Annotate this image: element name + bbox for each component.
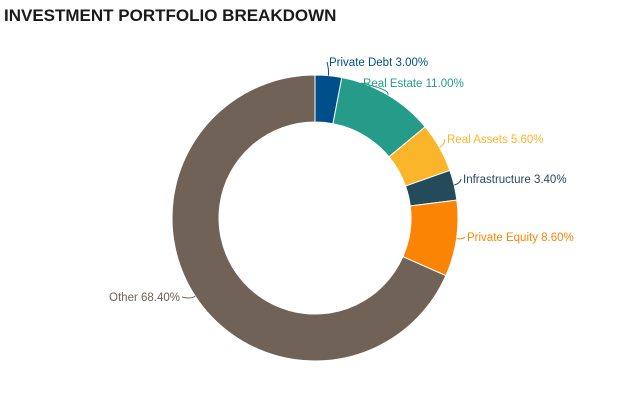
slice-other[interactable]	[171, 74, 447, 362]
chart-title: INVESTMENT PORTFOLIO BREAKDOWN	[4, 6, 337, 25]
leader-line-private-equity	[456, 236, 466, 240]
data-labels: Private Debt 3.00% Real Estate 11.00% Real…	[109, 57, 574, 304]
leader-line-private-debt	[326, 61, 330, 76]
data-label-other: Other 68.40%	[109, 292, 180, 304]
data-label-private-equity: Private Equity 8.60%	[467, 232, 574, 244]
data-label-infrastructure: Infrastructure 3.40%	[463, 174, 567, 186]
data-label-real-assets: Real Assets 5.60%	[447, 134, 544, 146]
data-label-private-debt: Private Debt 3.00%	[329, 57, 428, 69]
leader-line-real-assets	[439, 138, 446, 148]
data-label-real-estate: Real Estate 11.00%	[363, 78, 464, 90]
donut-slices	[171, 74, 459, 362]
leader-line-real-estate	[360, 82, 389, 96]
leader-line-other	[181, 295, 196, 299]
leader-line-infrastructure	[454, 178, 462, 186]
leader-lines	[181, 61, 466, 299]
